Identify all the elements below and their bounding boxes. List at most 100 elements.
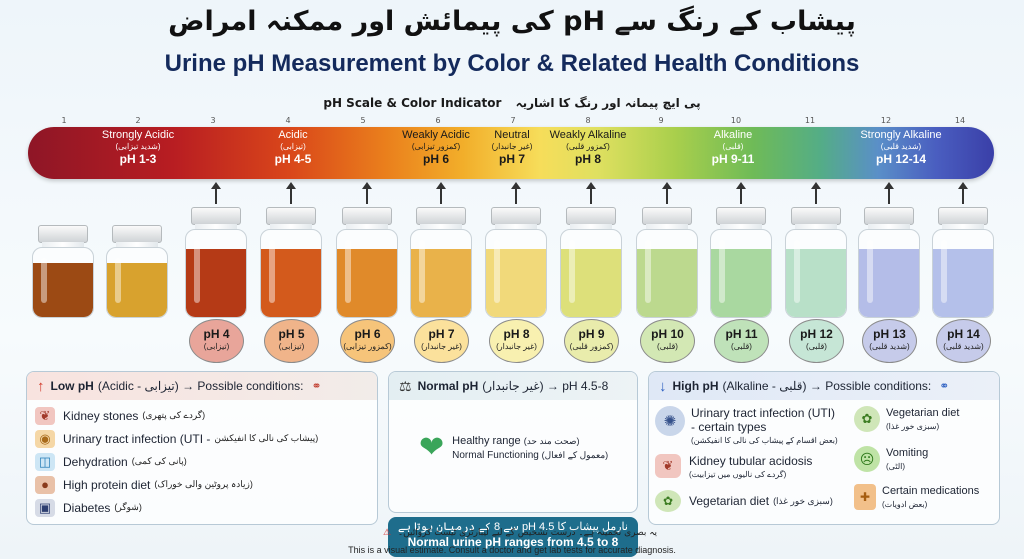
jar-lid: [191, 207, 241, 225]
title-urdu: پیشاب کے رنگ سے pH کی پیمائش اور ممکنہ ا…: [168, 6, 856, 37]
jar-liquid: [261, 249, 321, 317]
arrow-head: [211, 182, 221, 189]
jar-liquid: [859, 249, 919, 317]
arrow-shaft: [515, 188, 517, 204]
arrow-shaft: [215, 188, 217, 204]
arrow-head: [958, 182, 968, 189]
jar-lid: [38, 225, 88, 243]
kidney-icon: ❦: [35, 406, 55, 425]
high-ph-header: ↓ High pH (Alkaline - قلبی) → Possible c…: [649, 372, 999, 400]
normal-range-banner: نارمل پیشاب کا pH 4.5 سے 8 کے درمیان ہوت…: [388, 517, 638, 557]
segment-neutral: Neutral (غیر جانبدار) pH 7: [491, 129, 533, 166]
arrow-head: [436, 182, 446, 189]
list-item: ✿ Vegetarian diet (سبزی خور غذا): [854, 406, 999, 446]
pointer-arrow-icon: [735, 182, 747, 204]
kidney-icon: ❦: [655, 454, 681, 478]
jar-liquid: [637, 249, 697, 317]
segment-strongly-acidic: Strongly Acidic (شدید تیزابی) pH 1-3: [101, 129, 175, 166]
arrow-head: [286, 182, 296, 189]
jar-lid: [266, 207, 316, 225]
jar-body: [785, 229, 847, 318]
pointer-arrow-icon: [361, 182, 373, 204]
list-item: ❦ Kidney stones (گردے کی پتھری): [27, 404, 377, 427]
jar-body: [260, 229, 322, 318]
urine-sample-jar: [185, 207, 247, 318]
pointer-arrow-icon: [883, 182, 895, 204]
jar-body: [710, 229, 772, 318]
ph-value: pH 11: [725, 327, 758, 341]
jar-lid: [491, 207, 541, 225]
jar-lid: [938, 207, 988, 225]
high-ph-sublabel: (Alkaline - قلبی) → Possible conditions:: [722, 379, 932, 393]
ph-value-urdu: (غیر جانبدار): [496, 342, 537, 351]
ph-value-bubble: pH 14 (شدید قلبی): [936, 319, 991, 363]
healthy-range-label: Healthy range: [452, 434, 521, 447]
jar-body: [410, 229, 472, 318]
arrow-shaft: [590, 188, 592, 204]
list-item: ✿ Vegetarian diet (سبزی خور غذا): [649, 488, 854, 514]
tick: 1: [61, 116, 67, 125]
urine-sample-jar: [560, 207, 622, 318]
jar-neck: [195, 224, 237, 230]
arrow-head: [736, 182, 746, 189]
jar-shine: [41, 258, 47, 303]
arrow-shaft: [290, 188, 292, 204]
jar-neck: [942, 224, 984, 230]
ph-value: pH 5: [278, 327, 305, 341]
arrow-head: [586, 182, 596, 189]
jar-body: [185, 229, 247, 318]
pointer-arrow-icon: [585, 182, 597, 204]
jar-shine: [645, 240, 651, 303]
urine-sample-jar: [32, 225, 94, 318]
scale-balance-icon: ⚖: [399, 377, 412, 394]
ph-value-bubble: pH 11 (قلبی): [714, 319, 769, 363]
arrow-shaft: [815, 188, 817, 204]
segment-alkaline: Alkaline (قلبی) pH 9-11: [711, 129, 755, 166]
ph-value-urdu: (غیر جانبدار): [421, 342, 462, 351]
list-item: ✚ Certain medications (بعض ادویات): [854, 484, 999, 522]
segment-acidic: Acidic (تیزابی) pH 4-5: [274, 129, 312, 166]
pointer-arrow-icon: [285, 182, 297, 204]
jar-liquid: [486, 249, 546, 317]
jar-liquid: [411, 249, 471, 317]
arrow-up-icon: ↑: [37, 377, 45, 395]
ph-color-scale-bar: Strongly Acidic (شدید تیزابی) pH 1-3 Aci…: [28, 127, 994, 179]
list-item: ▣ Diabetes (شوگر): [27, 496, 377, 519]
jar-body: [858, 229, 920, 318]
list-item: ❦ Kidney tubular acidosis (گردے کی نالیو…: [649, 454, 854, 488]
jar-shine: [941, 240, 947, 303]
jar-lid: [791, 207, 841, 225]
jar-body: [932, 229, 994, 318]
jar-lid: [566, 207, 616, 225]
jar-shine: [794, 240, 800, 303]
bladder-icon: ◉: [35, 429, 55, 448]
ph-value: pH 7: [428, 327, 455, 341]
scale-title: pH Scale & Color Indicator پی ایچ پیمانہ…: [0, 96, 1024, 110]
ph-value-urdu: (تیزابی): [203, 342, 230, 351]
jar-lid: [342, 207, 392, 225]
ph-value: pH 10: [651, 327, 684, 341]
meat-icon: ●: [35, 475, 55, 494]
arrow-head: [811, 182, 821, 189]
jar-shine: [345, 240, 351, 303]
urine-sample-jar: [636, 207, 698, 318]
glucometer-icon: ▣: [35, 498, 55, 517]
test-tube-icon: ⚭: [939, 379, 950, 393]
ph-value-bubble: pH 13 (شدید قلبی): [862, 319, 917, 363]
jar-liquid: [33, 263, 93, 317]
pointer-arrow-icon: [661, 182, 673, 204]
jar-lid: [112, 225, 162, 243]
ph-value-bubble: pH 5 (تیزابی): [264, 319, 319, 363]
ph-value-urdu: (قلبی): [806, 342, 827, 351]
pill-bottle-icon: ✚: [854, 484, 876, 510]
tick: 2: [135, 116, 141, 125]
ph-value-bubble: pH 12 (قلبی): [789, 319, 844, 363]
jar-neck: [346, 224, 388, 230]
jar-neck: [42, 242, 84, 248]
jar-neck: [116, 242, 158, 248]
pointer-arrow-icon: [957, 182, 969, 204]
tick: 11: [804, 116, 816, 125]
jar-lid: [716, 207, 766, 225]
ph-value: pH 8: [503, 327, 530, 341]
jar-shine: [867, 240, 873, 303]
